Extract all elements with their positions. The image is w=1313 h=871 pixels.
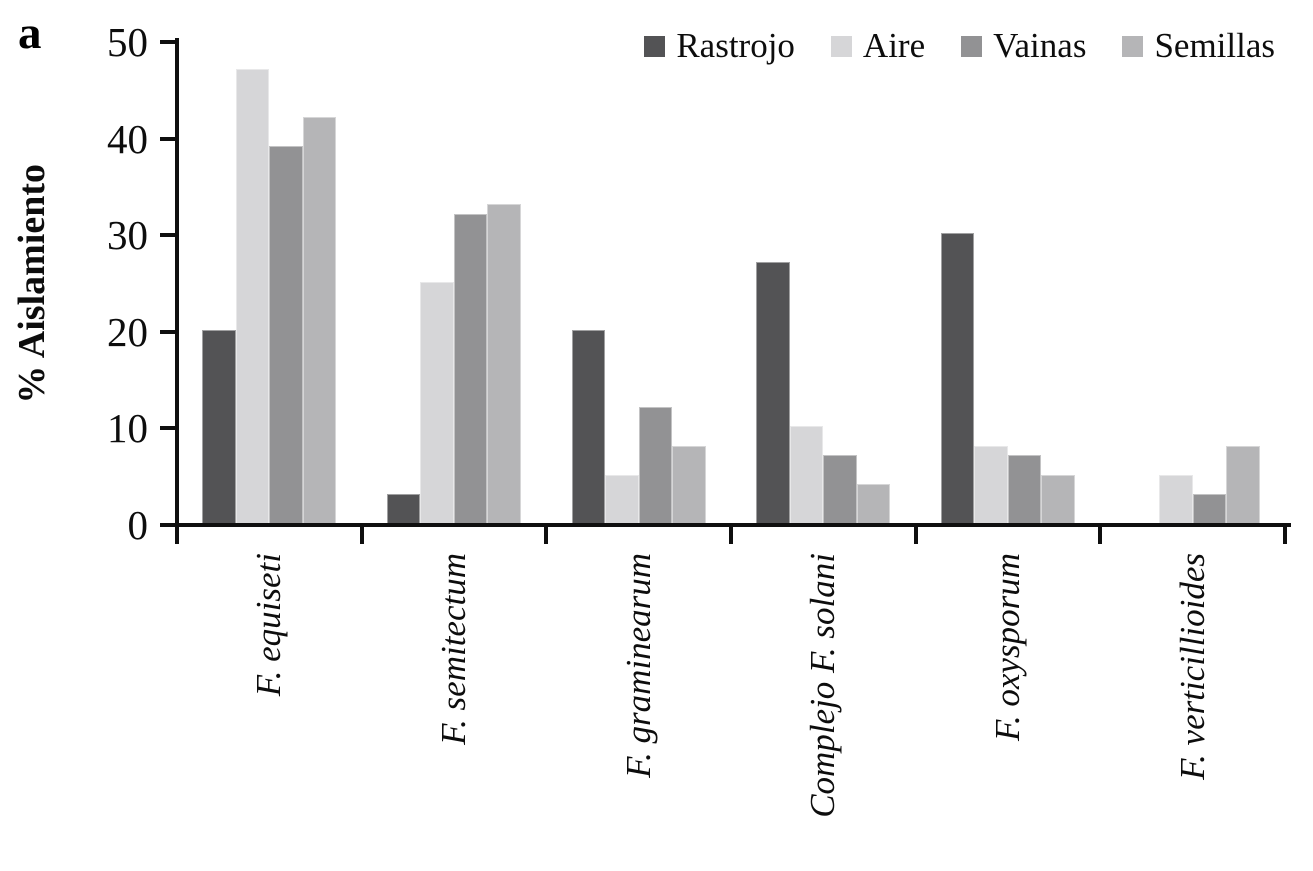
bar-group-1 — [177, 42, 362, 523]
legend: Rastrojo Aire Vainas Semillas — [644, 26, 1275, 66]
legend-swatch-rastrojo — [644, 35, 666, 57]
x-tick-2 — [544, 525, 549, 544]
x-axis-line — [175, 523, 1291, 527]
bar-group-4 — [731, 42, 916, 523]
x-category-label-4: Complejo F. solani — [803, 553, 843, 818]
bar-semillas-3 — [672, 445, 706, 523]
y-tick-label-0: 0 — [127, 502, 149, 548]
x-tick-1 — [359, 525, 364, 544]
legend-item-rastrojo: Rastrojo — [644, 26, 795, 66]
bar-semillas-6 — [1226, 445, 1260, 523]
bar-aire-5 — [974, 445, 1008, 523]
bar-vainas-3 — [638, 407, 673, 523]
y-tick-label-40: 40 — [107, 115, 148, 162]
bar-aire-1 — [235, 68, 270, 523]
bar-aire-3 — [605, 474, 639, 523]
y-tick-40 — [160, 136, 177, 141]
legend-item-aire: Aire — [830, 26, 926, 66]
bar-vainas-6 — [1192, 494, 1227, 523]
x-category-label-1: F. equiseti — [249, 553, 289, 697]
y-tick-label-30: 30 — [107, 212, 148, 259]
y-tick-20 — [160, 329, 177, 334]
bar-group-3 — [546, 42, 731, 523]
bar-rastrojo-5 — [940, 233, 975, 523]
bar-vainas-4 — [823, 455, 857, 523]
bar-semillas-1 — [302, 117, 337, 523]
x-category-label-3: F. graminearum — [618, 553, 658, 778]
bar-semillas-2 — [487, 204, 521, 523]
bar-rastrojo-4 — [756, 262, 790, 523]
legend-label-semillas: Semillas — [1154, 26, 1275, 65]
y-tick-0 — [160, 523, 177, 527]
bar-semillas-5 — [1041, 474, 1075, 523]
legend-swatch-semillas — [1122, 35, 1144, 57]
y-tick-label-10: 10 — [107, 405, 148, 452]
bar-rastrojo-2 — [386, 494, 421, 523]
y-axis-line — [175, 38, 179, 527]
x-tick-5 — [1098, 525, 1103, 544]
y-tick-label-20: 20 — [107, 308, 148, 355]
bar-rastrojo-1 — [202, 329, 236, 523]
x-category-label-5: F. oxysporum — [988, 553, 1027, 741]
x-tick-4 — [913, 525, 918, 544]
y-tick-label-50: 50 — [107, 19, 148, 65]
legend-swatch-vainas — [961, 35, 983, 57]
bar-group-6 — [1100, 42, 1285, 523]
legend-label-aire: Aire — [862, 26, 926, 65]
bar-group-2 — [362, 42, 547, 523]
bar-vainas-1 — [269, 146, 303, 523]
x-tick-0 — [175, 525, 179, 544]
bar-rastrojo-3 — [571, 329, 606, 523]
bar-vainas-5 — [1007, 455, 1042, 523]
bar-aire-2 — [420, 281, 454, 523]
legend-label-vainas: Vainas — [993, 26, 1087, 65]
legend-item-vainas: Vainas — [961, 26, 1086, 66]
bar-vainas-2 — [453, 213, 488, 523]
bar-aire-4 — [789, 426, 824, 523]
x-tick-3 — [729, 525, 733, 544]
legend-item-semillas: Semillas — [1122, 26, 1275, 66]
y-tick-30 — [160, 233, 177, 238]
bar-semillas-4 — [856, 484, 891, 523]
legend-swatch-aire — [830, 35, 852, 57]
y-tick-50 — [160, 40, 177, 44]
legend-label-rastrojo: Rastrojo — [676, 26, 795, 65]
bar-group-5 — [916, 42, 1101, 523]
y-tick-10 — [160, 426, 177, 431]
y-axis-title: % Aislamiento — [11, 163, 53, 404]
panel-label: a — [18, 7, 42, 59]
x-category-label-6: F. verticillioides — [1172, 553, 1212, 780]
bar-aire-6 — [1159, 474, 1193, 523]
x-tick-6 — [1283, 525, 1287, 544]
x-category-label-2: F. semitectum — [434, 553, 473, 745]
